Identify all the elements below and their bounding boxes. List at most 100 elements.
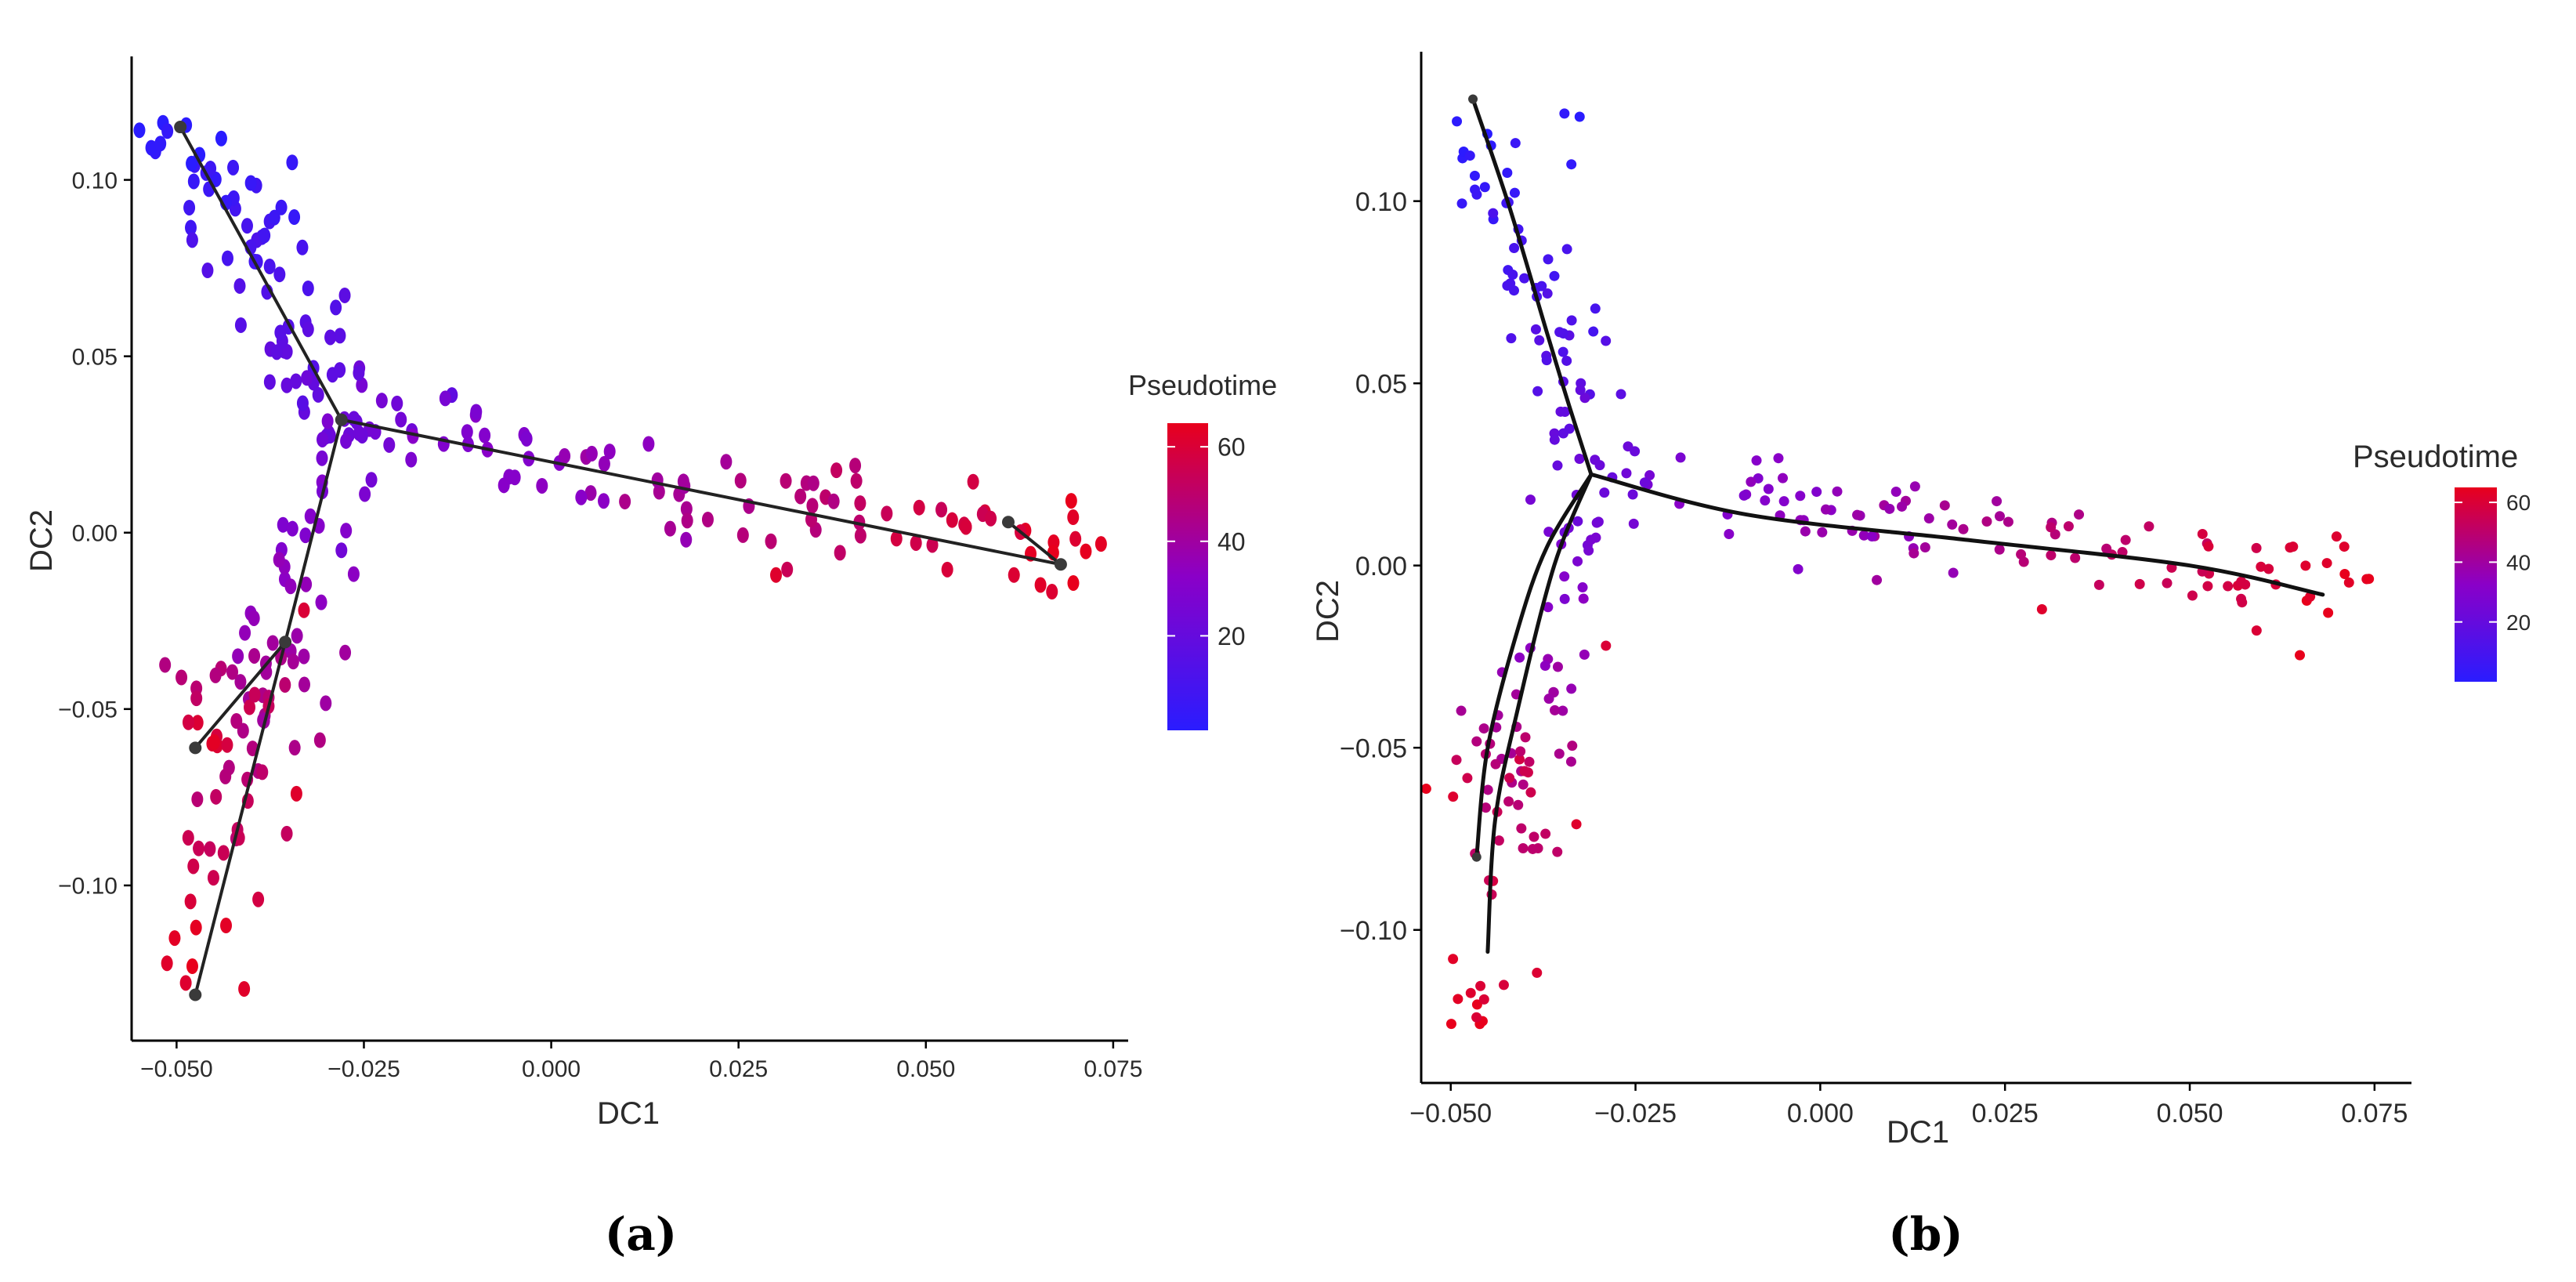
panel-b-cell-point bbox=[2074, 509, 2085, 520]
panel-a-cell-point bbox=[252, 891, 265, 907]
panel-b-cell-point bbox=[1534, 335, 1545, 346]
panel-b-cell-point bbox=[1763, 483, 1774, 494]
panel-b-cell-point bbox=[1559, 571, 1570, 582]
panel-b-cell-point bbox=[1475, 980, 1486, 991]
panel-a-cell-point bbox=[1046, 584, 1058, 600]
panel-a-colorbar-label: 40 bbox=[1217, 527, 1246, 556]
panel-b-cell-point bbox=[1995, 511, 2006, 522]
panel-b-cell-point bbox=[1554, 327, 1565, 338]
panel-b-cell-point bbox=[2203, 541, 2214, 552]
panel-b-cell-point bbox=[1507, 270, 1518, 281]
panel-b-cell-point bbox=[1543, 527, 1554, 538]
panel-b-trajectory-curve bbox=[1474, 472, 1594, 860]
panel-b-cell-point bbox=[1590, 303, 1601, 314]
panel-b-cell-point bbox=[2093, 579, 2104, 590]
panel-b-cell-point bbox=[1543, 254, 1554, 265]
panel-a-y-tick-label: 0.00 bbox=[72, 521, 118, 547]
panel-b-cell-point bbox=[1514, 754, 1525, 765]
panel-a-cell-point bbox=[910, 534, 922, 551]
panel-b-cell-point bbox=[1510, 138, 1521, 149]
panel-a-y-tick-label: −0.10 bbox=[58, 874, 118, 900]
panel-b-cell-point bbox=[1565, 756, 1576, 767]
panel-a-x-tick-label: −0.050 bbox=[140, 1056, 213, 1082]
panel-a-cell-point bbox=[335, 542, 348, 559]
panel-a-cell-point bbox=[232, 648, 244, 665]
panel-a-trajectory-edge bbox=[1007, 520, 1062, 566]
panel-a-cell-point bbox=[234, 317, 247, 333]
panel-a-cell-point bbox=[288, 209, 301, 226]
panel-b-colorbar bbox=[2455, 487, 2497, 682]
panel-b-cell-point bbox=[1527, 843, 1538, 854]
panel-b-cell-point bbox=[1858, 530, 1869, 541]
panel-a-cell-point bbox=[340, 433, 353, 449]
panel-a-x-tick-label: 0.025 bbox=[709, 1056, 768, 1082]
panel-a-cell-point bbox=[736, 527, 749, 543]
panel-a-cell-point bbox=[681, 512, 693, 529]
panel-a-cell-point bbox=[298, 676, 310, 693]
panel-b-cell-point bbox=[1552, 661, 1563, 672]
panel-b-cell-point bbox=[1471, 189, 1482, 200]
panel-b-cell-point bbox=[1561, 244, 1572, 255]
panel-a-cell-point bbox=[1067, 575, 1080, 592]
panel-b-caption: (b) bbox=[1888, 1208, 1963, 1261]
panel-a-cell-point bbox=[375, 393, 388, 409]
panel-a-cell-point bbox=[321, 413, 334, 429]
panel-b-cell-point bbox=[1981, 516, 1992, 527]
panel-b-cell-point bbox=[1675, 452, 1686, 463]
panel-b-cell-point bbox=[1480, 802, 1491, 813]
panel-a-cell-point bbox=[1080, 543, 1092, 560]
panel-b-cell-point bbox=[2339, 569, 2350, 580]
panel-a-cell-point bbox=[239, 625, 251, 641]
panel-a-trajectory-node bbox=[279, 636, 292, 649]
panel-b-cell-point bbox=[1456, 705, 1467, 716]
panel-b-cell-point bbox=[1939, 500, 1950, 511]
panel-a-cell-point bbox=[304, 508, 317, 524]
panel-a-cell-point bbox=[598, 493, 610, 509]
panel-b-cell-point bbox=[1601, 640, 1612, 651]
panel-a-cell-point bbox=[238, 981, 251, 998]
panel-b-cell-point bbox=[1464, 150, 1475, 161]
panel-a-cell-point bbox=[190, 919, 202, 936]
panel-a-cell-point bbox=[256, 764, 269, 780]
panel-b-cell-point bbox=[1588, 326, 1599, 337]
panel-b-cell-point bbox=[1506, 333, 1517, 344]
panel-b-cell-point bbox=[1575, 385, 1586, 396]
panel-b-cell-point bbox=[2063, 521, 2074, 532]
panel-a-cell-point bbox=[270, 344, 283, 360]
panel-a-cell-point bbox=[806, 498, 819, 514]
panel-b-cell-point bbox=[1724, 528, 1735, 539]
panel-a-cell-point bbox=[383, 436, 396, 453]
panel-a-cell-point bbox=[175, 669, 188, 686]
panel-b-colorbar-label: 40 bbox=[2506, 550, 2531, 574]
panel-b-cell-point bbox=[1621, 468, 1632, 479]
panel-a-trajectory-node bbox=[1054, 558, 1067, 571]
panel-b-trajectory bbox=[1468, 94, 2325, 954]
panel-a-cell-point bbox=[145, 139, 157, 156]
panel-b-cell-point bbox=[1577, 582, 1588, 593]
panel-b-cell-point bbox=[1505, 278, 1516, 289]
panel-b-cell-point bbox=[1919, 542, 1930, 553]
panel-b-trajectory-node bbox=[1471, 852, 1482, 862]
panel-b-cell-point bbox=[1800, 526, 1811, 537]
panel-b-cell-point bbox=[2331, 531, 2342, 542]
panel-a-trajectory-edge bbox=[194, 641, 287, 749]
panel-a-cell-point bbox=[642, 436, 655, 452]
panel-b-cell-point bbox=[1471, 1012, 1482, 1023]
panel-a-cell-point bbox=[217, 845, 230, 861]
panel-b-cell-point bbox=[1566, 683, 1577, 694]
panel-b-cell-point bbox=[2263, 563, 2274, 574]
panel-b-y-tick-label: 0.10 bbox=[1355, 187, 1407, 217]
panel-a-trajectory-node bbox=[189, 988, 202, 1001]
panel-a-cell-point bbox=[154, 136, 167, 152]
panel-b-cell-point bbox=[1518, 843, 1529, 854]
panel-a-cell-point bbox=[230, 713, 243, 730]
panel-a-cell-point bbox=[941, 561, 953, 578]
panel-a-cell-point bbox=[187, 173, 200, 190]
panel-a-cell-point bbox=[960, 519, 972, 535]
panel-a-cell-point bbox=[288, 740, 301, 756]
panel-a-cell-point bbox=[781, 561, 794, 578]
panel-b-cell-point bbox=[1469, 170, 1480, 181]
panel-b-colorbar-label: 60 bbox=[2506, 491, 2531, 515]
panel-b-cell-point bbox=[1488, 208, 1499, 219]
panel-b-cell-point bbox=[1890, 487, 1901, 498]
